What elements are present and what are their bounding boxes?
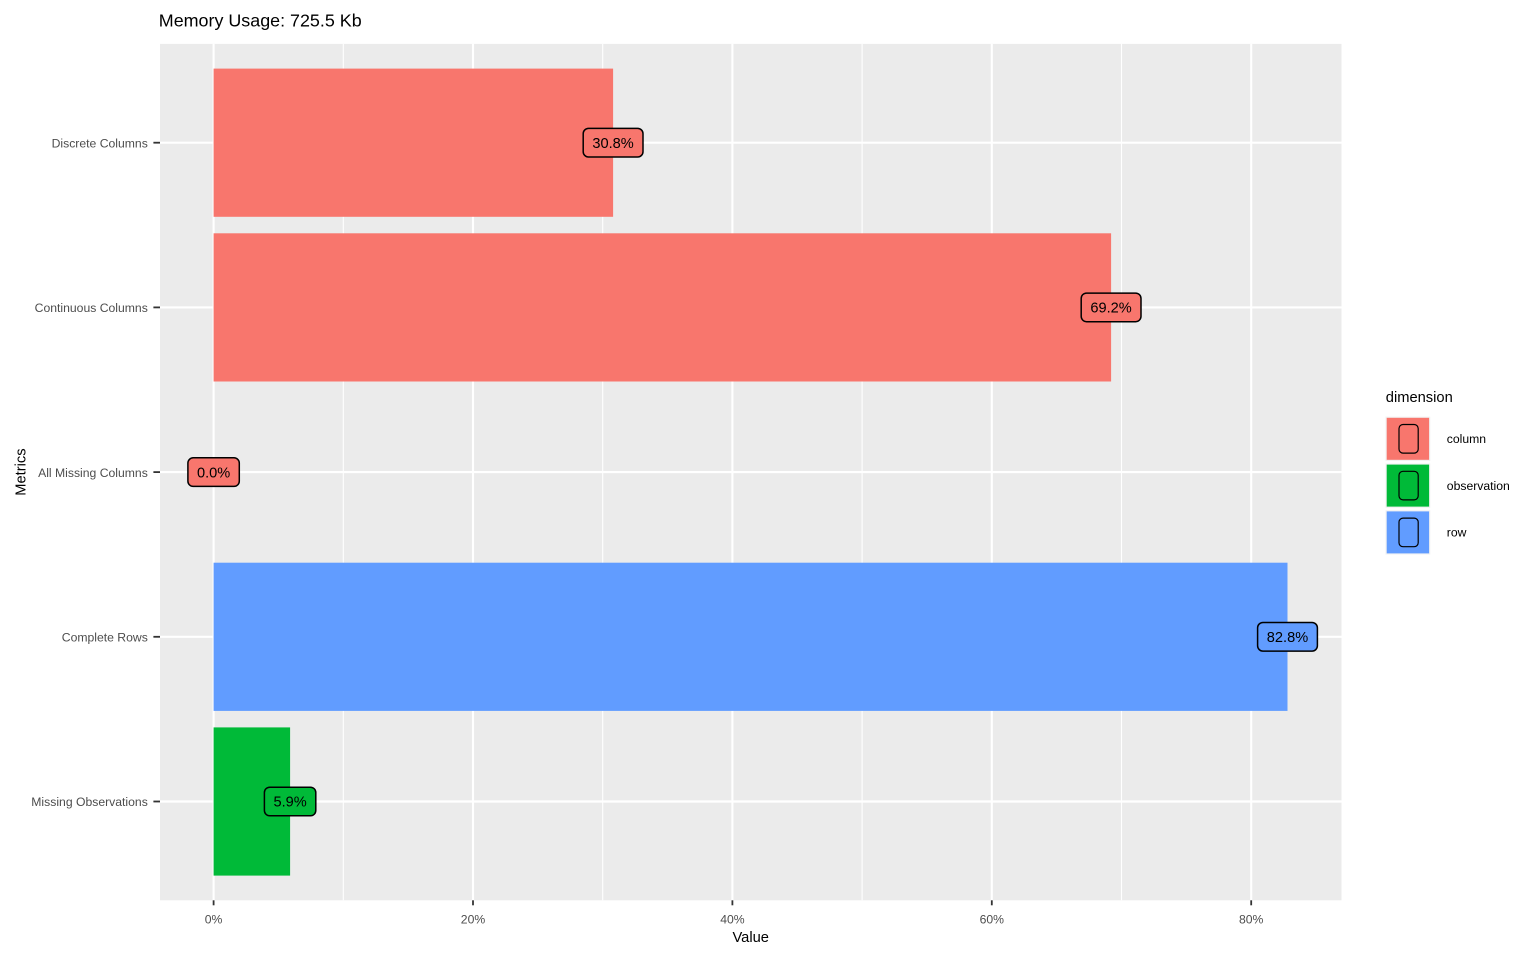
- svg-text:dimension: dimension: [1386, 390, 1453, 406]
- svg-text:80%: 80%: [1239, 912, 1264, 926]
- svg-text:60%: 60%: [980, 912, 1005, 926]
- svg-text:40%: 40%: [720, 912, 745, 926]
- svg-text:Missing Observations: Missing Observations: [31, 795, 148, 809]
- svg-text:Value: Value: [732, 930, 768, 946]
- svg-text:row: row: [1447, 526, 1467, 540]
- svg-text:Memory Usage: 725.5 Kb: Memory Usage: 725.5 Kb: [159, 11, 362, 31]
- svg-text:observation: observation: [1447, 479, 1510, 493]
- svg-text:5.9%: 5.9%: [273, 795, 306, 811]
- svg-text:0.0%: 0.0%: [197, 465, 230, 481]
- svg-text:Complete Rows: Complete Rows: [62, 631, 148, 645]
- svg-text:69.2%: 69.2%: [1090, 301, 1131, 317]
- svg-text:All Missing Columns: All Missing Columns: [38, 466, 148, 480]
- svg-text:Metrics: Metrics: [13, 448, 29, 495]
- svg-text:Discrete Columns: Discrete Columns: [52, 136, 148, 150]
- svg-text:Continuous Columns: Continuous Columns: [35, 301, 148, 315]
- svg-text:column: column: [1447, 432, 1486, 446]
- svg-text:82.8%: 82.8%: [1267, 630, 1308, 646]
- svg-text:30.8%: 30.8%: [592, 136, 633, 152]
- svg-text:0%: 0%: [205, 912, 223, 926]
- svg-text:20%: 20%: [461, 912, 486, 926]
